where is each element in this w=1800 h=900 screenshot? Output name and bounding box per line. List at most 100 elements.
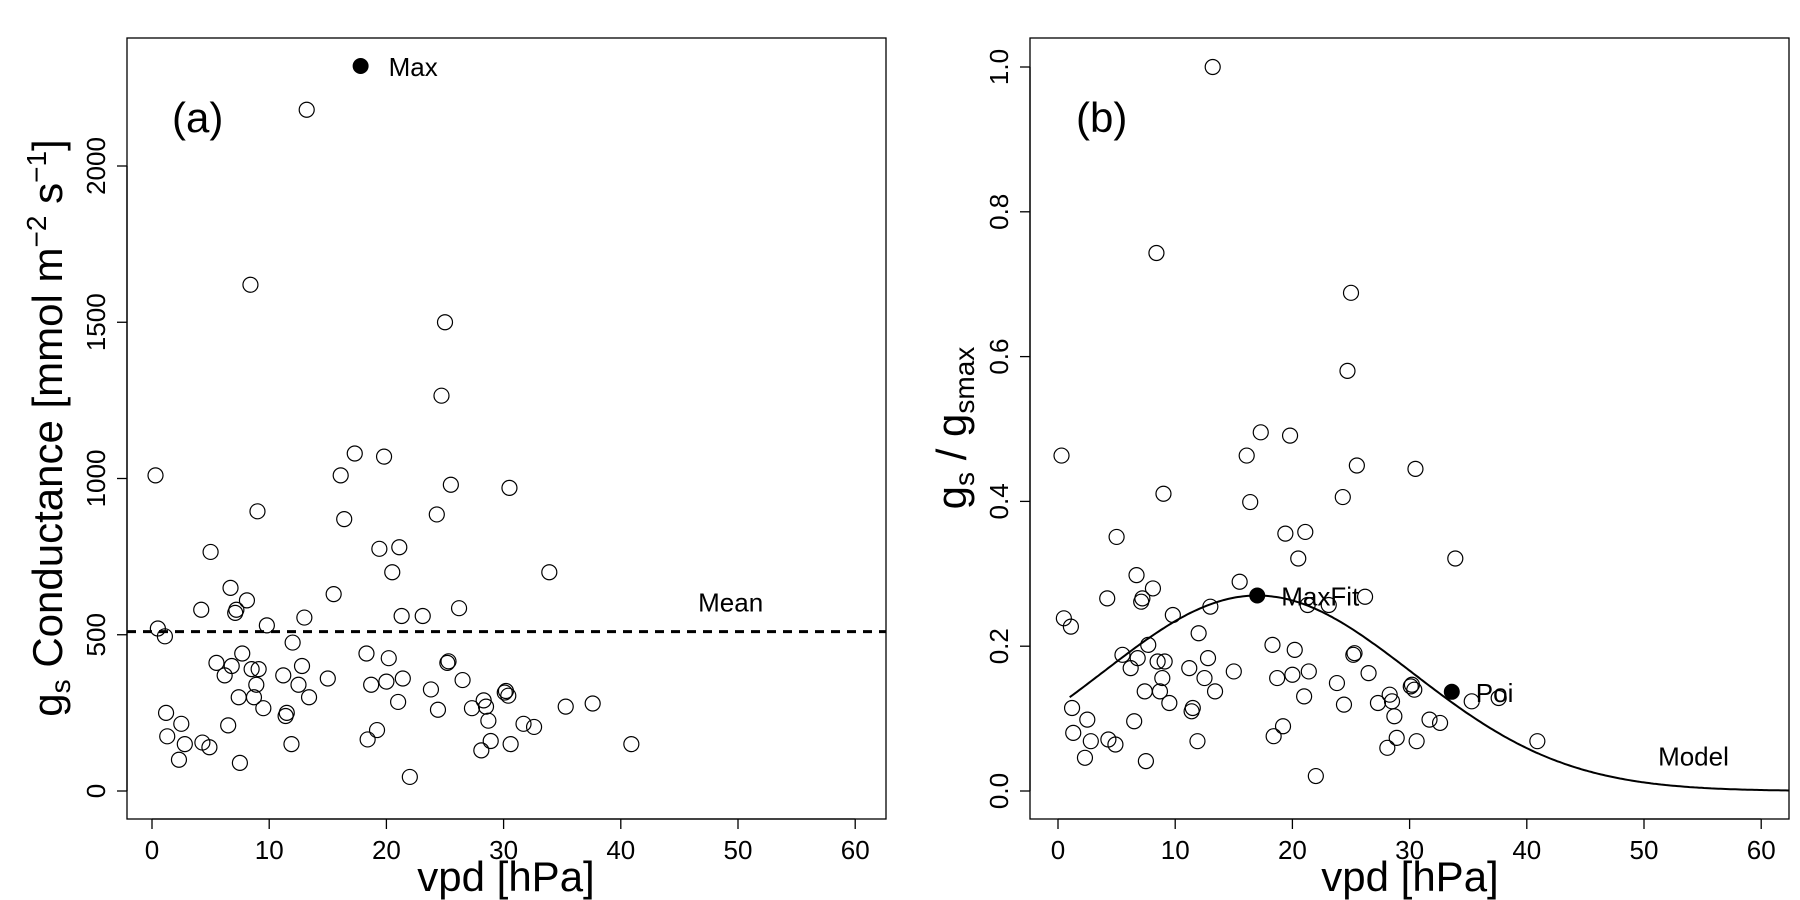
data-point (384, 564, 401, 581)
x-tick-label: 60 (1747, 835, 1776, 865)
data-point (1053, 447, 1070, 464)
data-point (502, 736, 519, 753)
data-point (1231, 573, 1248, 590)
data-point (242, 276, 259, 293)
data-point (1199, 650, 1217, 667)
data-point (429, 701, 447, 718)
data-point (414, 607, 431, 625)
panel-a-points (147, 101, 640, 786)
y-tick-label: 500 (81, 613, 111, 656)
data-point (1386, 708, 1403, 725)
data-point (1296, 688, 1313, 705)
panel-a-label: (a) (172, 94, 223, 141)
data-point (1155, 485, 1172, 502)
data-point (1062, 618, 1079, 635)
data-point (1407, 460, 1424, 477)
panel-a-y-label-s: s (24, 183, 71, 216)
data-point (208, 654, 225, 671)
panel-b: 0 10 20 30 40 50 60 0.0 0.2 0.4 0.6 0.8 1.0 (b) Mod… (928, 37, 1790, 900)
data-point (1156, 653, 1173, 670)
data-point (1307, 767, 1324, 785)
y-tick-label: 0.6 (984, 339, 1014, 375)
data-point (422, 681, 440, 698)
data-point (1082, 733, 1099, 750)
x-tick-label: 50 (724, 835, 753, 865)
data-point (278, 704, 295, 721)
data-point (290, 676, 307, 693)
data-point (1274, 718, 1292, 735)
data-point (173, 715, 190, 732)
data-point (525, 718, 543, 736)
x-tick-label: 40 (606, 835, 635, 865)
y-tick-label: 0.4 (984, 483, 1014, 519)
data-point (371, 540, 388, 557)
data-point (1196, 669, 1213, 687)
panel-a-x-label: vpd [hPa] (417, 853, 594, 900)
panel-a-y-axis: 0 500 1000 1500 2000 (81, 137, 128, 798)
data-point (380, 650, 397, 667)
data-point (250, 661, 267, 678)
data-point (296, 609, 313, 626)
data-point (275, 667, 292, 684)
data-point (1238, 447, 1255, 464)
data-point (1140, 636, 1157, 653)
data-point (363, 676, 380, 693)
y-tick-label: 0.8 (984, 194, 1014, 230)
data-point (230, 689, 247, 706)
panel-a-y-label-exp1: −2 (21, 216, 52, 248)
panel-b-y-label-g1: g (928, 486, 975, 509)
data-point (249, 503, 266, 520)
data-point (1339, 362, 1356, 379)
data-point (1063, 699, 1081, 717)
data-point (1379, 739, 1396, 756)
data-point (1431, 714, 1449, 732)
data-point (439, 654, 456, 671)
data-point (1242, 493, 1259, 511)
data-point (450, 600, 468, 617)
panel-a-plot-frame (126, 37, 887, 820)
data-point (1189, 733, 1206, 750)
data-point (1202, 598, 1219, 615)
panel-b-y-label-sub1: s (949, 472, 980, 486)
data-point (584, 695, 601, 712)
data-point (1402, 678, 1419, 695)
data-point (358, 645, 375, 662)
data-point (1408, 733, 1425, 750)
data-point (375, 448, 393, 465)
data-point (1284, 666, 1301, 683)
data-point (442, 476, 459, 493)
panel-b-label: (b) (1076, 94, 1127, 141)
panel-b-points (1053, 58, 1546, 785)
data-point (1490, 689, 1507, 707)
data-point (1114, 646, 1131, 663)
data-point (1406, 681, 1423, 698)
data-point (170, 751, 188, 768)
data-point (147, 467, 164, 484)
data-point (1421, 711, 1438, 728)
data-point (1252, 424, 1269, 441)
data-point (255, 700, 272, 717)
data-point (623, 736, 640, 753)
data-point (368, 721, 386, 739)
data-point (1108, 528, 1125, 546)
data-point (500, 687, 517, 704)
data-point (1107, 736, 1124, 753)
data-point (1269, 669, 1286, 687)
panel-a-y-label-exp2: −1 (21, 151, 52, 183)
data-point (378, 673, 395, 690)
data-point (325, 586, 342, 603)
data-point (1154, 669, 1171, 687)
y-tick-label: 1500 (81, 293, 111, 351)
poi-label: Poi (1476, 678, 1514, 708)
data-point (1356, 588, 1374, 605)
data-point (1065, 724, 1082, 741)
data-point (346, 445, 363, 462)
data-point (1529, 733, 1546, 750)
data-point (201, 739, 218, 756)
panel-b-y-label-sub2: smax (949, 347, 980, 414)
data-point (1128, 567, 1145, 584)
data-point (293, 657, 311, 675)
data-point (1225, 663, 1242, 680)
